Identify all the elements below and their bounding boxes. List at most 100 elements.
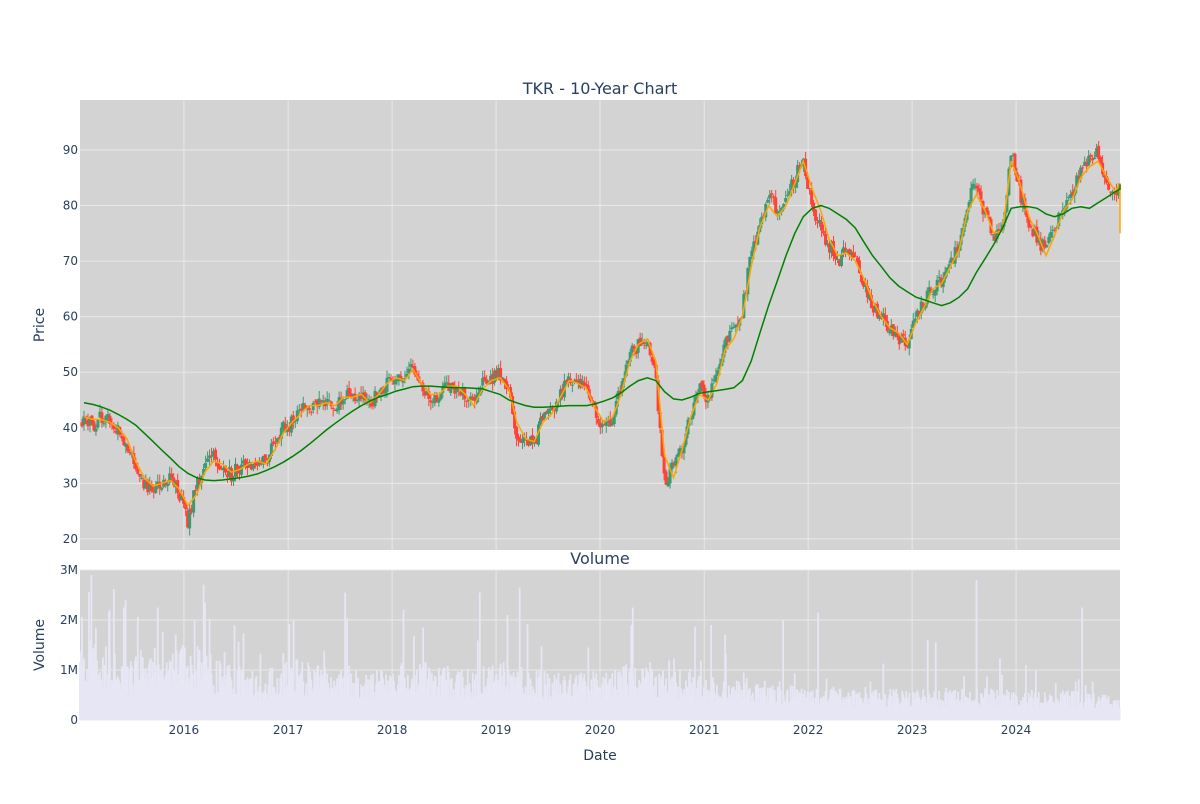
- price-y-tick-label: 60: [63, 310, 78, 324]
- volume-bar: [459, 696, 462, 720]
- volume-bar: [321, 677, 324, 720]
- volume-bar: [431, 684, 434, 720]
- volume-bar: [199, 679, 202, 720]
- candle-body: [1051, 229, 1055, 231]
- volume-spike-bar: [108, 610, 111, 720]
- candle-body: [907, 339, 911, 349]
- volume-bar: [1069, 707, 1072, 720]
- candle-body: [780, 207, 784, 212]
- volume-bar: [752, 700, 755, 720]
- volume-bar: [451, 697, 454, 720]
- candle-body: [1031, 228, 1035, 237]
- volume-bar: [272, 686, 275, 720]
- volume-bar: [567, 686, 570, 720]
- candle-body: [814, 209, 818, 221]
- candle-body: [1033, 227, 1037, 235]
- volume-bar: [991, 699, 993, 720]
- volume-bar: [441, 669, 444, 720]
- volume-bar: [307, 662, 310, 720]
- volume-bar: [706, 690, 708, 720]
- volume-bar: [308, 666, 311, 720]
- volume-bar: [576, 691, 579, 720]
- volume-bar: [597, 687, 600, 720]
- volume-bar: [366, 686, 368, 720]
- volume-bar: [648, 683, 651, 720]
- candle-body: [156, 481, 160, 486]
- volume-bar: [106, 690, 108, 720]
- volume-bar: [208, 618, 211, 720]
- volume-bar: [176, 683, 179, 720]
- volume-bar: [767, 702, 770, 720]
- candle-body: [214, 449, 218, 460]
- volume-bar: [888, 694, 891, 720]
- volume-bar: [107, 673, 109, 720]
- candle-body: [489, 375, 493, 382]
- volume-bar: [960, 699, 962, 720]
- candle-body: [664, 471, 668, 485]
- volume-bar: [99, 671, 101, 720]
- volume-bar: [214, 694, 217, 720]
- volume-bar: [314, 684, 317, 720]
- candle-body: [816, 222, 820, 224]
- volume-bar: [1041, 702, 1044, 720]
- volume-bar: [590, 679, 593, 720]
- volume-bar: [867, 698, 870, 720]
- candle-body: [186, 510, 190, 528]
- volume-bar: [157, 664, 160, 720]
- candle-body: [190, 508, 194, 513]
- volume-bar: [745, 677, 748, 720]
- volume-bar: [1033, 692, 1036, 720]
- volume-bar: [979, 704, 981, 720]
- volume-bar: [183, 647, 186, 720]
- candle-body: [700, 381, 704, 387]
- volume-bar: [946, 705, 949, 720]
- volume-bar: [897, 698, 900, 720]
- volume-bar: [457, 674, 460, 720]
- volume-bar: [804, 705, 807, 720]
- volume-bar: [687, 687, 689, 720]
- volume-bar: [836, 694, 839, 720]
- candle-body: [425, 391, 429, 395]
- volume-bar: [691, 688, 693, 720]
- volume-bar: [584, 681, 587, 720]
- volume-bar: [868, 704, 871, 720]
- volume-spike-bar: [204, 602, 206, 720]
- volume-bar: [474, 674, 477, 720]
- volume-bar: [851, 690, 854, 720]
- candle-body: [885, 321, 889, 332]
- candle-body: [734, 325, 738, 328]
- candle-body: [1091, 158, 1095, 161]
- volume-bar: [129, 661, 132, 720]
- candle-body: [836, 258, 840, 260]
- candle-body: [281, 421, 285, 429]
- volume-bar: [248, 679, 251, 720]
- volume-bar: [903, 699, 906, 720]
- volume-bar: [117, 679, 120, 720]
- volume-bar: [364, 683, 366, 720]
- volume-bar: [482, 666, 485, 720]
- volume-bar: [902, 694, 905, 720]
- volume-bar: [1037, 692, 1040, 720]
- candle-body: [142, 479, 146, 489]
- volume-bar: [811, 690, 814, 720]
- candle-body: [152, 490, 156, 493]
- volume-bar: [693, 678, 695, 720]
- volume-bar: [674, 671, 676, 720]
- volume-bar: [209, 654, 212, 720]
- volume-bar: [405, 687, 407, 720]
- volume-bar: [890, 696, 893, 720]
- candle-body: [271, 441, 275, 444]
- volume-bar: [522, 696, 525, 720]
- volume-bar: [218, 660, 221, 720]
- volume-bar: [432, 681, 435, 720]
- volume-bar: [969, 692, 971, 720]
- candle-body: [431, 402, 435, 404]
- volume-bar: [138, 680, 141, 720]
- volume-bar: [1042, 704, 1045, 720]
- volume-bar: [881, 700, 884, 720]
- volume-bar: [407, 674, 409, 720]
- volume-bar: [440, 675, 443, 720]
- candle-body: [606, 420, 610, 423]
- volume-bar: [795, 689, 798, 720]
- candle-body: [1083, 161, 1087, 166]
